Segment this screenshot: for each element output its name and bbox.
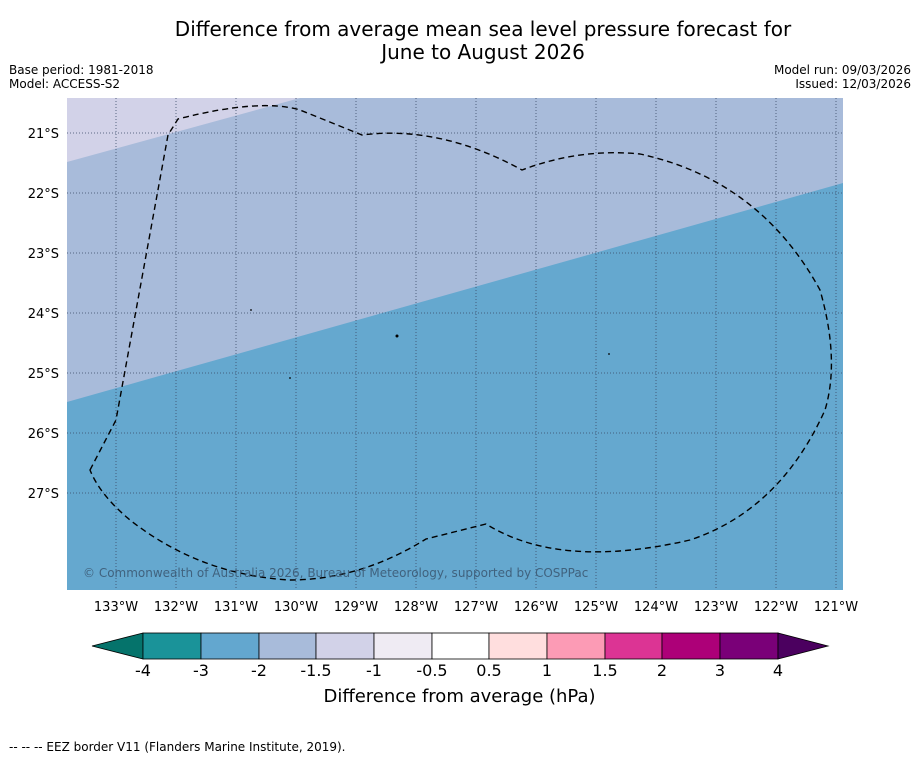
map-panel: © Commonwealth of Australia 2026, Bureau…: [67, 98, 843, 590]
islands: [250, 309, 610, 379]
lon-label-132w: 132°W: [154, 600, 198, 615]
colorbar-swatch-3: [258, 632, 317, 660]
meta-right: Model run: 09/03/2026 Issued: 12/03/2026: [774, 63, 911, 91]
colorbar-swatch-9: [604, 632, 663, 660]
lon-label-133w: 133°W: [94, 600, 138, 615]
colorbar-arrow-low: [91, 632, 144, 660]
lon-label-126w: 126°W: [514, 600, 558, 615]
map-copyright: © Commonwealth of Australia 2026, Bureau…: [83, 566, 588, 580]
colorbar: [91, 632, 830, 660]
lat-label-23s: 23°S: [28, 247, 59, 262]
band-minus3-to-minus2: [67, 183, 843, 590]
tick-minus1-5: -1.5: [300, 661, 331, 680]
lon-label-122w: 122°W: [754, 600, 798, 615]
colorbar-swatch-10: [661, 632, 721, 660]
tick-0-5: 0.5: [476, 661, 501, 680]
lon-labels: 133°W 132°W 131°W 130°W 129°W 128°W 127°…: [94, 600, 858, 615]
chart-title: Difference from average mean sea level p…: [0, 18, 919, 64]
lat-label-26s: 26°S: [28, 427, 59, 442]
colorbar-swatch-4: [315, 632, 375, 660]
colorbar-swatch-6: [431, 632, 490, 660]
lat-label-25s: 25°S: [28, 367, 59, 382]
tick-minus3: -3: [193, 661, 209, 680]
lon-label-121w: 121°W: [814, 600, 858, 615]
colorbar-swatch-8: [546, 632, 606, 660]
base-period: Base period: 1981-2018: [9, 63, 154, 77]
gridlines: [67, 98, 843, 590]
colorbar-swatch-1: [142, 632, 202, 660]
tick-1-5: 1.5: [592, 661, 617, 680]
lon-label-125w: 125°W: [574, 600, 618, 615]
colorbar-swatch-2: [200, 632, 260, 660]
tick-4: 4: [773, 661, 783, 680]
lon-label-131w: 131°W: [214, 600, 258, 615]
colorbar-swatch-11: [719, 632, 779, 660]
issued-date: Issued: 12/03/2026: [795, 77, 911, 91]
lat-label-27s: 27°S: [28, 487, 59, 502]
lat-labels: 21°S 22°S 23°S 24°S 25°S 26°S 27°S: [28, 127, 59, 502]
colorbar-swatch-7: [488, 632, 548, 660]
lon-label-123w: 123°W: [694, 600, 738, 615]
model-name: Model: ACCESS-S2: [9, 77, 121, 91]
tick-minus2: -2: [251, 661, 267, 680]
tick-minus1: -1: [366, 661, 382, 680]
eez-legend-note: -- -- -- EEZ border V11 (Flanders Marine…: [9, 740, 346, 754]
lon-label-127w: 127°W: [454, 600, 498, 615]
tick-1: 1: [542, 661, 552, 680]
lat-label-22s: 22°S: [28, 187, 59, 202]
lat-label-24s: 24°S: [28, 307, 59, 322]
title-line-2: June to August 2026: [381, 40, 585, 64]
lon-label-130w: 130°W: [274, 600, 318, 615]
tick-minus4: -4: [135, 661, 151, 680]
lon-label-129w: 129°W: [334, 600, 378, 615]
lat-label-21s: 21°S: [28, 127, 59, 142]
tick-minus0-5: -0.5: [416, 661, 447, 680]
band-minus1-5-to-minus1: [67, 98, 300, 162]
title-line-1: Difference from average mean sea level p…: [174, 17, 792, 41]
tick-3: 3: [715, 661, 725, 680]
lon-label-124w: 124°W: [634, 600, 678, 615]
colorbar-arrow-high: [777, 632, 830, 660]
lon-label-128w: 128°W: [394, 600, 438, 615]
colorbar-ticks: -4 -3 -2 -1.5 -1 -0.5 0.5 1 1.5 2 3 4: [135, 661, 783, 680]
tick-2: 2: [657, 661, 667, 680]
meta-left: Base period: 1981-2018 Model: ACCESS-S2: [9, 63, 154, 91]
eez-border: [89, 104, 833, 581]
model-run: Model run: 09/03/2026: [773, 63, 911, 77]
colorbar-swatch-5: [373, 632, 433, 660]
colorbar-label: Difference from average (hPa): [323, 686, 596, 707]
